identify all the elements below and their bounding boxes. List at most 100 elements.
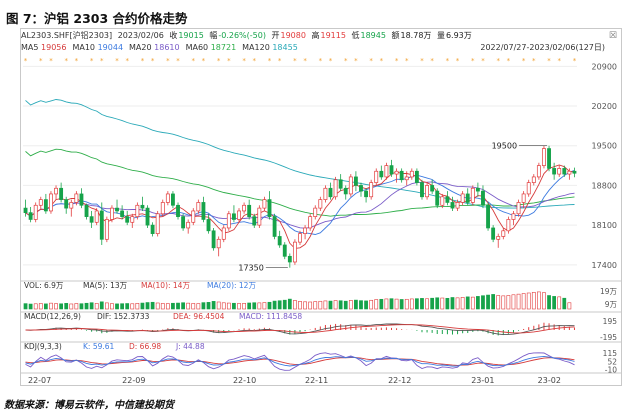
volume-bar xyxy=(272,300,277,310)
candle-body xyxy=(74,193,79,203)
candle-body xyxy=(506,219,511,232)
candle-body xyxy=(176,204,180,217)
quote-header: AL2303.SHF[沪铝2303] 2023/02/06 收19015 幅-0… xyxy=(21,31,475,41)
volume-bar xyxy=(237,303,241,310)
candle-body xyxy=(59,187,64,200)
candle-body xyxy=(196,202,201,212)
signal-marker: * xyxy=(49,57,53,65)
volume-bar xyxy=(298,301,302,310)
price-tick-label: 20900 xyxy=(592,62,617,71)
volume-bar xyxy=(328,300,333,310)
candle-body xyxy=(430,185,435,192)
signal-marker: * xyxy=(557,57,561,65)
signal-marker: * xyxy=(395,57,399,65)
close-value: 19015 xyxy=(178,31,204,40)
candle-body xyxy=(277,236,282,246)
volume-bar xyxy=(567,302,572,310)
candle-body xyxy=(242,204,247,212)
candle-body xyxy=(501,230,506,237)
candle-body xyxy=(374,170,379,183)
signal-marker: * xyxy=(192,57,196,65)
kdj-tick-label: -10 xyxy=(605,366,617,375)
open-label: 开 xyxy=(271,31,280,40)
volume-bar xyxy=(506,295,511,310)
price-tick-label: 19500 xyxy=(592,142,617,151)
volume-bar xyxy=(516,293,521,310)
candle-body xyxy=(267,199,272,217)
signal-marker: * xyxy=(329,57,333,65)
high-annotation-label: 19500 xyxy=(492,142,517,151)
signal-marker: * xyxy=(141,57,145,65)
ma60-line xyxy=(25,148,575,217)
source-note: 数据来源：博易云软件，中信建投期货 xyxy=(4,400,174,411)
volume-tick-label: 19万 xyxy=(600,287,618,296)
candle-body xyxy=(572,170,577,174)
candle-body xyxy=(475,187,480,192)
volume-bar xyxy=(176,302,180,310)
candle-body xyxy=(404,176,409,181)
volume-bar xyxy=(557,296,562,310)
candle-body xyxy=(552,168,557,175)
volume-bar xyxy=(511,294,516,310)
volume-bar xyxy=(69,303,74,310)
signal-marker: * xyxy=(64,57,68,65)
volume-bar xyxy=(150,301,155,310)
volume-bar xyxy=(262,302,267,310)
signal-marker: * xyxy=(456,57,460,65)
candlestick-chart[interactable]: * * * * * * * * * * * * * * * * * * * * * * * * * * * * * * * * * * * * * * * *… xyxy=(21,29,621,385)
volume-bar xyxy=(496,295,501,310)
candle-body xyxy=(191,210,196,223)
figure-title: 图 7：沪铝 2303 合约价格走势 xyxy=(6,11,188,26)
volume-bar xyxy=(23,303,28,310)
volume-bar xyxy=(465,296,470,310)
volume-bar xyxy=(257,302,262,310)
volume-bar xyxy=(343,300,348,310)
price-tick-label: 17400 xyxy=(592,261,617,270)
candle-body xyxy=(318,199,323,209)
volume-bar xyxy=(542,292,546,310)
volume-bar xyxy=(323,300,328,310)
symbol-label: AL2303.SHF[沪铝2303] xyxy=(21,31,113,40)
candle-body xyxy=(460,193,465,203)
volume-bar xyxy=(104,302,109,310)
candle-body xyxy=(33,204,38,220)
volume-bar xyxy=(359,300,363,310)
volume-bar xyxy=(521,293,526,310)
candle-body xyxy=(343,187,348,195)
candle-body xyxy=(165,193,170,203)
candle-body xyxy=(232,213,236,220)
volume-bar xyxy=(374,299,379,310)
candle-body xyxy=(23,207,28,214)
volume-bar xyxy=(211,301,216,310)
signal-marker: * xyxy=(573,57,577,65)
close-icon[interactable]: ☒ xyxy=(608,31,617,41)
volume-bar xyxy=(165,303,170,310)
candle-body xyxy=(328,187,333,198)
kdj-k-line xyxy=(25,355,575,367)
signal-marker: * xyxy=(125,57,129,65)
signal-marker: * xyxy=(354,57,358,65)
volume-bar xyxy=(460,296,465,310)
signal-marker: * xyxy=(446,57,450,65)
candle-body xyxy=(130,216,135,223)
candle-body xyxy=(409,170,414,178)
volume-bar xyxy=(501,295,506,310)
price-tick-label: 18100 xyxy=(592,221,617,230)
volume-bar xyxy=(445,297,450,310)
x-tick-label: 22-07 xyxy=(28,376,51,385)
chart-frame[interactable]: AL2303.SHF[沪铝2303] 2023/02/06 收19015 幅-0… xyxy=(20,28,622,386)
signal-marker: * xyxy=(344,57,348,65)
volume-bar xyxy=(435,297,440,310)
volume-bar xyxy=(84,302,89,310)
candle-body xyxy=(237,210,241,220)
volume-bar xyxy=(216,301,221,310)
x-tick-label: 22-12 xyxy=(388,376,411,385)
candle-body xyxy=(292,241,297,263)
amount-value: 18.78万 xyxy=(400,31,432,40)
macd-tick-label: 195 xyxy=(603,317,618,326)
volume-bar xyxy=(303,301,307,310)
volume-bar xyxy=(242,303,246,310)
candle-body xyxy=(206,219,211,232)
signal-marker: * xyxy=(39,57,43,65)
candle-body xyxy=(145,207,150,226)
